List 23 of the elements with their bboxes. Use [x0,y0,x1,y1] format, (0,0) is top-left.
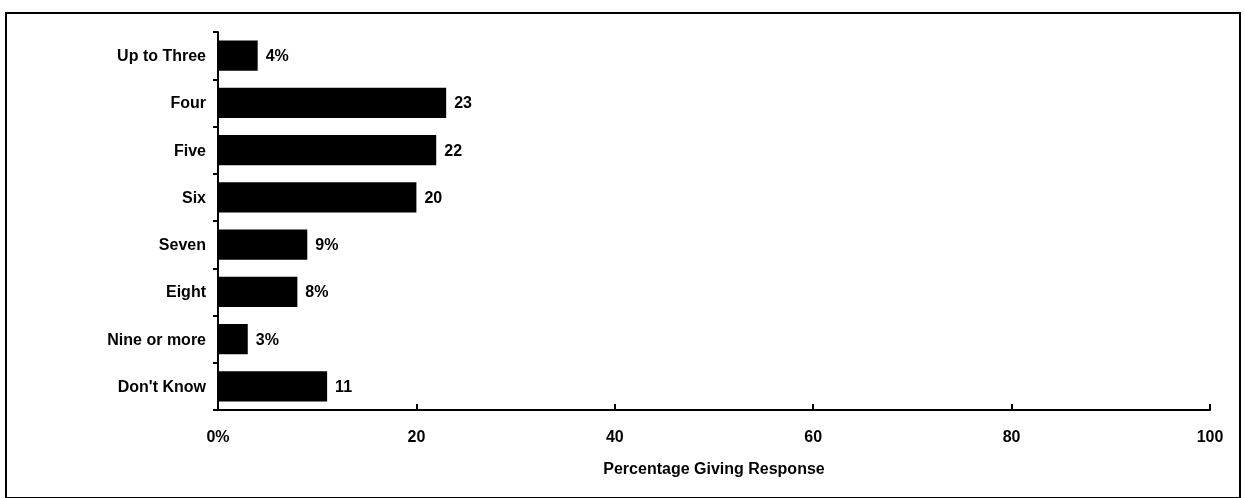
data-label: 20 [424,188,443,206]
data-label: 8% [305,283,329,301]
y-tick-label: Nine or more [107,330,207,348]
data-label: 3% [255,330,279,348]
data-label: 22 [444,141,463,159]
y-tick-label: Five [173,141,207,159]
y-tick-label: Up to Three [117,47,207,65]
data-label: 9% [315,236,339,254]
y-tick-label: Eight [166,283,207,301]
y-tick-label: Four [170,94,206,112]
data-label: 4% [265,47,289,65]
x-tick-label: 0% [206,427,230,445]
data-label: 23 [454,94,473,112]
x-tick-label: 60 [804,427,823,445]
x-tick-label: 20 [407,427,426,445]
x-tick-label: 80 [1002,427,1021,445]
data-label: 11 [335,377,353,395]
x-axis-title: Percentage Giving Response [603,459,825,477]
y-tick-label: Don't Know [117,377,207,395]
y-tick-label: Six [181,188,207,206]
x-tick-label: 40 [605,427,624,445]
y-tick-label: Seven [158,236,206,254]
x-tick-label: 100 [1196,427,1224,445]
